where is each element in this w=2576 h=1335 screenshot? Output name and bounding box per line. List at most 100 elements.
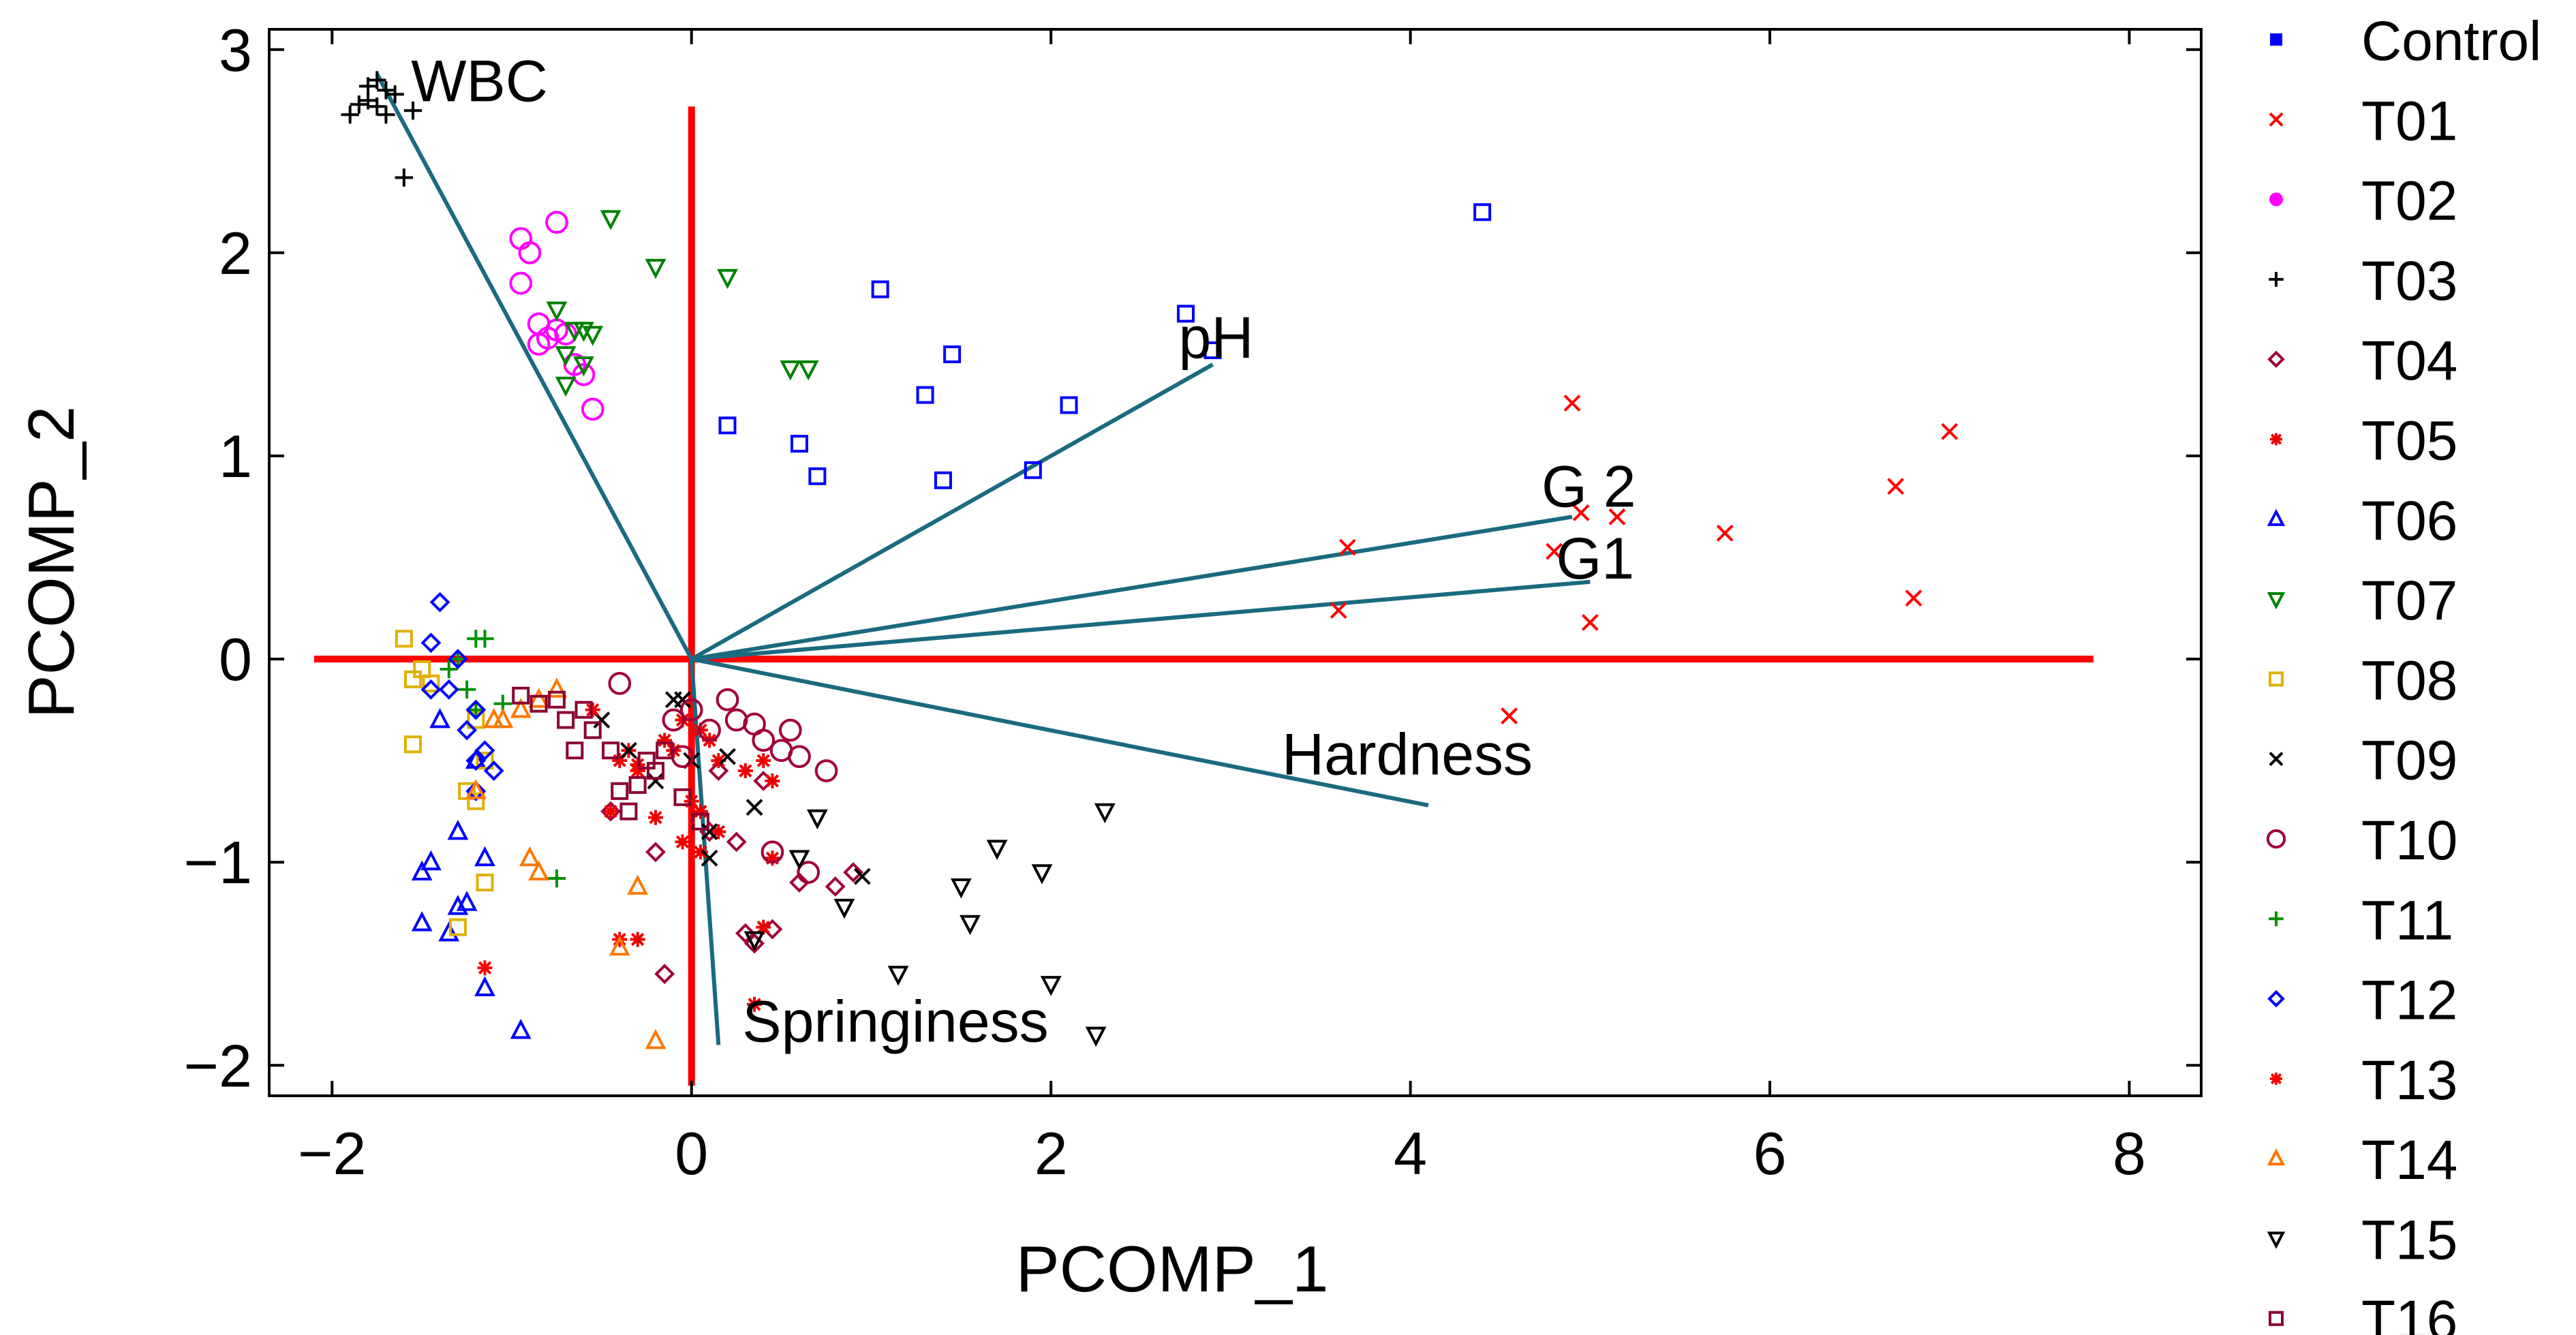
reference-lines [313, 106, 2094, 1086]
data-point [1581, 614, 1599, 631]
loading-label-wbc: WBC [411, 49, 548, 114]
series-t16 [512, 686, 709, 831]
data-point [572, 363, 596, 386]
data-point [467, 701, 485, 719]
data-point [630, 763, 645, 779]
data-point [341, 106, 359, 124]
legend-item-t09: T09 [2269, 730, 2457, 792]
data-point [350, 95, 369, 114]
data-point [403, 670, 422, 688]
data-point [582, 326, 604, 346]
data-point [395, 630, 413, 648]
data-point [656, 741, 674, 760]
axis-ticks [269, 29, 2201, 1096]
legend-label: T10 [2361, 810, 2457, 872]
data-point [765, 850, 780, 866]
data-point [662, 708, 686, 732]
data-point [413, 660, 431, 678]
legend-marker [2269, 911, 2284, 927]
data-point [457, 720, 478, 741]
data-point [746, 799, 763, 816]
data-point [780, 360, 801, 381]
data-point [871, 280, 889, 298]
legend-item-t13: T13 [2270, 1049, 2457, 1111]
loading-vector-hardness [691, 657, 1429, 808]
data-point [546, 301, 568, 322]
data-point [574, 701, 593, 719]
legend-label: T15 [2361, 1210, 2457, 1272]
legend-item-control: Control [2270, 10, 2541, 72]
data-point [1060, 396, 1078, 414]
data-point [611, 782, 629, 800]
data-point [654, 964, 675, 985]
data-point [711, 753, 726, 769]
data-point [509, 271, 533, 295]
loading-vectors [375, 73, 1591, 1045]
data-point [403, 102, 423, 120]
loading-label-g2: G 2 [1542, 454, 1636, 519]
legend-label: T02 [2361, 170, 2457, 232]
series-t10 [608, 672, 838, 884]
legend-marker [2267, 1231, 2286, 1249]
data-point [788, 745, 811, 769]
data-point [474, 740, 495, 761]
legend-item-t06: T06 [2267, 490, 2457, 552]
data-point [808, 467, 827, 485]
data-point [1094, 803, 1116, 824]
legend-label: T11 [2361, 889, 2453, 951]
data-point [797, 861, 821, 884]
legend-item-t03: T03 [2269, 250, 2457, 312]
data-point [843, 862, 864, 883]
y-tick-label: 2 [219, 219, 252, 287]
legend-item-t08: T08 [2269, 649, 2457, 711]
data-point [701, 849, 718, 867]
legend-marker [2270, 433, 2282, 446]
data-point [657, 733, 673, 748]
data-point [943, 345, 962, 363]
data-point [756, 753, 771, 769]
legend-marker [2267, 508, 2286, 526]
x-tick-label: 4 [1394, 1120, 1427, 1187]
y-tick-label: 1 [219, 423, 252, 490]
legend-marker [2270, 1072, 2282, 1085]
data-point [1031, 864, 1053, 885]
data-point [1563, 395, 1581, 412]
data-point [512, 686, 530, 705]
data-point [483, 708, 505, 728]
series-t15 [743, 803, 1116, 1047]
data-point [647, 772, 664, 790]
loading-vector-g1 [691, 579, 1591, 662]
x-tick-label: 0 [675, 1120, 708, 1187]
loading-label-ph: pH [1179, 305, 1254, 371]
data-point [679, 698, 703, 722]
data-point [765, 773, 780, 788]
data-point [457, 680, 476, 699]
legend-label: T01 [2361, 90, 2457, 152]
data-point [1608, 508, 1626, 525]
data-point [691, 812, 709, 831]
data-point [1040, 976, 1062, 996]
data-point [814, 759, 838, 782]
legend-label: T14 [2361, 1129, 2457, 1191]
legend-marker [2269, 671, 2284, 687]
data-point [673, 788, 692, 806]
data-point [716, 688, 739, 711]
data-point [692, 803, 708, 819]
data-point [581, 397, 604, 421]
data-point [476, 874, 494, 891]
legend-marker [2266, 829, 2286, 849]
data-point [609, 935, 630, 956]
data-point [1330, 602, 1347, 619]
data-point [645, 258, 666, 279]
data-point [603, 803, 619, 819]
data-point [752, 728, 776, 752]
data-point [465, 699, 487, 720]
data-point [1024, 461, 1042, 479]
data-point [600, 210, 622, 230]
series-t14 [465, 677, 666, 1049]
data-point [887, 966, 909, 986]
legend-label: T12 [2361, 970, 2457, 1032]
legend-item-t04: T04 [2267, 330, 2457, 392]
data-point [448, 918, 467, 936]
data-point [1473, 203, 1492, 221]
